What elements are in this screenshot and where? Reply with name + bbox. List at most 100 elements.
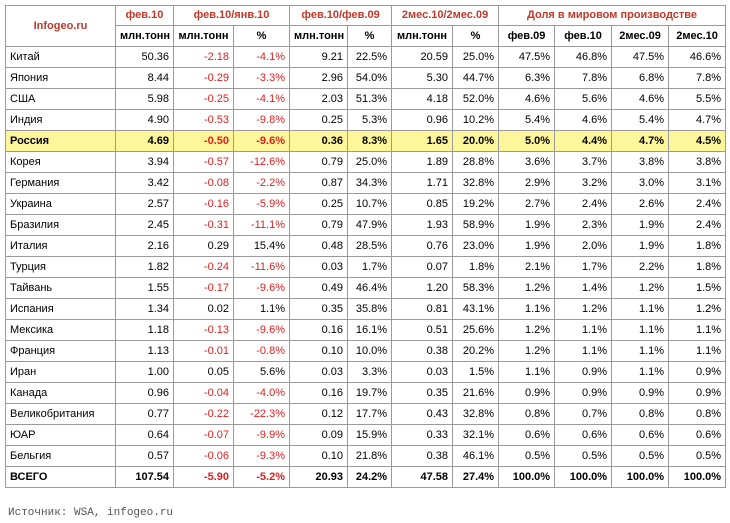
- ytd-change-cell: 0.76: [391, 235, 454, 257]
- country-cell: Япония: [5, 67, 116, 89]
- ytd-pct-cell: 25.6%: [452, 319, 500, 341]
- share-feb09-cell: 3.6%: [498, 151, 556, 173]
- mm-change-cell: -0.13: [173, 319, 234, 341]
- yy-change-cell: 20.93: [289, 466, 349, 488]
- ytd-change-cell: 1.93: [391, 214, 454, 236]
- mm-change-cell: -0.17: [173, 277, 234, 299]
- country-cell: Великобритания: [5, 403, 116, 425]
- header-ytd: 2мес.10/2мес.09: [391, 5, 500, 26]
- header-ytd-unit: млн.тонн: [391, 25, 454, 47]
- ytd-pct-cell: 20.2%: [452, 340, 500, 362]
- ytd-pct-cell: 1.5%: [452, 361, 500, 383]
- mm-change-cell: -0.31: [173, 214, 234, 236]
- mm-pct-cell: -5.2%: [232, 466, 291, 488]
- share-feb09-cell: 2.7%: [498, 193, 556, 215]
- mm-pct-cell: 1.1%: [232, 298, 291, 320]
- mm-pct-cell: 5.6%: [232, 361, 291, 383]
- share-2m09-cell: 3.8%: [611, 151, 670, 173]
- table-row: Испания 1.34 0.02 1.1% 0.35 35.8% 0.81 43.1% 1.1…: [5, 298, 727, 320]
- ytd-pct-cell: 44.7%: [452, 67, 500, 89]
- share-feb09-cell: 1.9%: [498, 214, 556, 236]
- header-year-over-year: фев.10/фев.09: [289, 5, 393, 26]
- share-feb09-cell: 1.2%: [498, 319, 556, 341]
- table-row: Италия 2.16 0.29 15.4% 0.48 28.5% 0.76 23.0% 1.9…: [5, 235, 727, 257]
- ytd-pct-cell: 58.3%: [452, 277, 500, 299]
- share-feb10-cell: 2.0%: [554, 235, 613, 257]
- yy-pct-cell: 24.2%: [347, 466, 393, 488]
- yy-pct-cell: 21.8%: [347, 445, 393, 467]
- share-feb09-cell: 1.1%: [498, 298, 556, 320]
- feb10-value-cell: 4.69: [115, 130, 174, 152]
- mm-change-cell: -0.04: [173, 382, 234, 404]
- feb10-value-cell: 0.64: [115, 424, 174, 446]
- share-2m10-cell: 1.1%: [668, 319, 727, 341]
- feb10-value-cell: 0.96: [115, 382, 174, 404]
- header-mm-pct: %: [232, 25, 291, 47]
- yy-change-cell: 0.03: [289, 361, 349, 383]
- table-row: Тайвань 1.55 -0.17 -9.6% 0.49 46.4% 1.20 58.3% 1…: [5, 277, 727, 299]
- country-cell: Канада: [5, 382, 116, 404]
- table-row: Индия 4.90 -0.53 -9.8% 0.25 5.3% 0.96 10.2% 5.4%…: [5, 109, 727, 131]
- share-2m10-cell: 3.1%: [668, 172, 727, 194]
- share-feb10-cell: 1.1%: [554, 319, 613, 341]
- feb10-value-cell: 107.54: [115, 466, 174, 488]
- yy-pct-cell: 35.8%: [347, 298, 393, 320]
- header-share-feb10: фев.10: [554, 25, 613, 47]
- table-row: Бельгия 0.57 -0.06 -9.3% 0.10 21.8% 0.38 46.1% 0…: [5, 445, 727, 467]
- share-feb10-cell: 1.7%: [554, 256, 613, 278]
- share-feb10-cell: 2.3%: [554, 214, 613, 236]
- country-cell: Италия: [5, 235, 116, 257]
- share-2m10-cell: 46.6%: [668, 46, 727, 68]
- feb10-value-cell: 1.13: [115, 340, 174, 362]
- share-feb09-cell: 4.6%: [498, 88, 556, 110]
- header-row-1: Infogeo.ru фев.10 фев.10/янв.10 фев.10/ф…: [5, 5, 727, 47]
- mm-pct-cell: -4.1%: [232, 88, 291, 110]
- share-2m09-cell: 1.1%: [611, 340, 670, 362]
- yy-pct-cell: 25.0%: [347, 151, 393, 173]
- table-row: Великобритания 0.77 -0.22 -22.3% 0.12 17.7% 0.…: [5, 403, 727, 425]
- share-feb10-cell: 4.6%: [554, 109, 613, 131]
- yy-change-cell: 0.49: [289, 277, 349, 299]
- ytd-change-cell: 0.38: [391, 340, 454, 362]
- mm-change-cell: -0.50: [173, 130, 234, 152]
- ytd-pct-cell: 58.9%: [452, 214, 500, 236]
- share-2m09-cell: 0.8%: [611, 403, 670, 425]
- yy-change-cell: 0.16: [289, 319, 349, 341]
- share-feb09-cell: 0.6%: [498, 424, 556, 446]
- share-feb10-cell: 0.5%: [554, 445, 613, 467]
- share-2m09-cell: 0.9%: [611, 382, 670, 404]
- mm-pct-cell: -9.6%: [232, 319, 291, 341]
- ytd-change-cell: 47.58: [391, 466, 454, 488]
- country-cell: США: [5, 88, 116, 110]
- share-feb09-cell: 0.8%: [498, 403, 556, 425]
- share-2m10-cell: 1.1%: [668, 340, 727, 362]
- yy-pct-cell: 22.5%: [347, 46, 393, 68]
- mm-pct-cell: -9.6%: [232, 277, 291, 299]
- ytd-pct-cell: 28.8%: [452, 151, 500, 173]
- share-2m10-cell: 4.5%: [668, 130, 727, 152]
- country-cell: ЮАР: [5, 424, 116, 446]
- share-feb09-cell: 6.3%: [498, 67, 556, 89]
- country-cell: Франция: [5, 340, 116, 362]
- share-2m10-cell: 4.7%: [668, 109, 727, 131]
- country-cell: Корея: [5, 151, 116, 173]
- ytd-pct-cell: 32.1%: [452, 424, 500, 446]
- share-2m09-cell: 100.0%: [611, 466, 670, 488]
- feb10-value-cell: 8.44: [115, 67, 174, 89]
- share-feb10-cell: 7.8%: [554, 67, 613, 89]
- yy-change-cell: 0.79: [289, 214, 349, 236]
- feb10-value-cell: 0.57: [115, 445, 174, 467]
- share-feb10-cell: 46.8%: [554, 46, 613, 68]
- yy-pct-cell: 34.3%: [347, 172, 393, 194]
- feb10-value-cell: 1.18: [115, 319, 174, 341]
- mm-change-cell: -0.08: [173, 172, 234, 194]
- share-feb09-cell: 2.9%: [498, 172, 556, 194]
- ytd-pct-cell: 1.8%: [452, 256, 500, 278]
- header-share-2m09: 2мес.09: [611, 25, 670, 47]
- share-2m09-cell: 6.8%: [611, 67, 670, 89]
- feb10-value-cell: 1.55: [115, 277, 174, 299]
- feb10-value-cell: 2.57: [115, 193, 174, 215]
- mm-change-cell: -0.29: [173, 67, 234, 89]
- mm-pct-cell: -22.3%: [232, 403, 291, 425]
- feb10-value-cell: 3.42: [115, 172, 174, 194]
